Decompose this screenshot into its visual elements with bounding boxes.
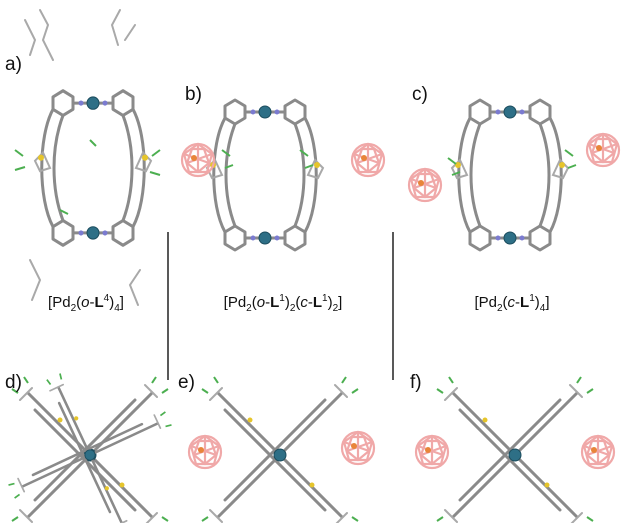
- caption: [Pd2(c-L1)4]: [474, 293, 549, 314]
- structure-d: [5, 370, 175, 523]
- figure: a) b) c) d) e) f) [Pd2(o-L4)4] [Pd2(o-L1…: [0, 0, 629, 523]
- panel-label: a): [5, 54, 22, 75]
- panel-label: b): [185, 84, 202, 105]
- structure-e: [189, 377, 374, 523]
- panel-label: e): [178, 372, 195, 393]
- panel-label: f): [410, 372, 422, 393]
- panel-label: c): [412, 84, 428, 105]
- structure-f: [416, 377, 614, 523]
- panel-label: d): [5, 372, 22, 393]
- structure-c: [409, 100, 619, 250]
- caption: [Pd2(o-L4)4]: [48, 293, 124, 314]
- structure-a: [15, 10, 160, 305]
- caption: [Pd2(o-L1)2(c-L1)2]: [224, 293, 343, 314]
- structure-b: [182, 100, 384, 250]
